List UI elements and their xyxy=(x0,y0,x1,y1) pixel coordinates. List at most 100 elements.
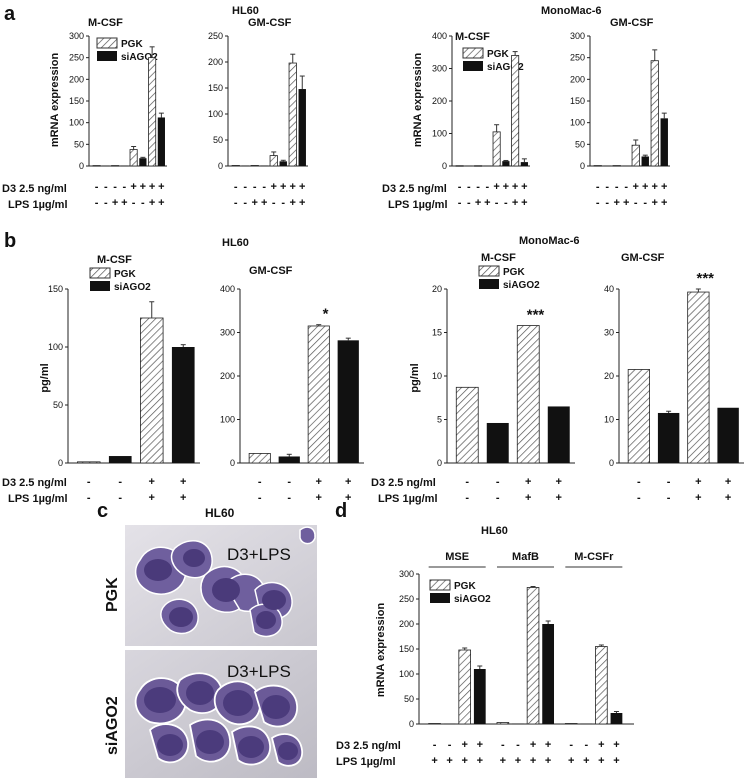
b4-title: GM-CSF xyxy=(621,252,665,264)
a2-lps-sign: - xyxy=(281,197,285,209)
a1-d3-sign: - xyxy=(95,181,99,193)
b4-ytick-label: 20 xyxy=(604,371,614,381)
a3-lps-sign: + xyxy=(475,197,481,209)
a2-bar-pgk-4 xyxy=(269,155,278,167)
a2-ytick-label: 100 xyxy=(208,109,223,119)
b1-d3-sign: - xyxy=(118,476,122,488)
b4-d3-sign: - xyxy=(637,476,641,488)
b1-ytick-label: 0 xyxy=(58,458,63,468)
b2-title: GM-CSF xyxy=(249,265,293,277)
a2-ytick-label: 150 xyxy=(208,83,223,93)
a4-d3-sign: - xyxy=(615,181,619,193)
b4-lps-sign: - xyxy=(637,492,641,504)
a-right-lps-label: LPS 1µg/ml xyxy=(388,199,448,211)
a3-ytick-label: 100 xyxy=(432,129,447,139)
panel-label-c: c xyxy=(97,500,108,522)
d1-legend-pgk-swatch xyxy=(429,579,451,591)
a3-legend-siago2: siAGO2 xyxy=(487,62,524,73)
d1-d3-sign: + xyxy=(530,739,536,751)
a3-d3-sign: + xyxy=(503,181,509,193)
a4-d3-sign: + xyxy=(652,181,658,193)
d1-ytick-label: 0 xyxy=(409,719,414,729)
d1-d3-sign: - xyxy=(569,739,573,751)
d-lps-label: LPS 1µg/ml xyxy=(336,756,396,768)
a1-d3-sign: - xyxy=(113,181,117,193)
a2-d3-sign: + xyxy=(280,181,286,193)
a1-lps-sign: + xyxy=(121,197,127,209)
a3-d3-sign: + xyxy=(512,181,518,193)
d1-d3-sign: + xyxy=(598,739,604,751)
b4-bar-siago2-1 xyxy=(657,412,680,463)
b1-legend-siago2: siAGO2 xyxy=(114,282,151,293)
b4-ytick-label: 30 xyxy=(604,328,614,338)
b3-ytick-label: 15 xyxy=(432,328,442,338)
a2-ytick-label: 250 xyxy=(208,31,223,41)
a1-d3-sign: + xyxy=(130,181,136,193)
b1-d3-sign: + xyxy=(180,476,186,488)
a3-bar-pgk-6 xyxy=(511,55,520,167)
panel-label-a: a xyxy=(4,3,16,25)
a3-bar-pgk-0 xyxy=(455,165,464,167)
b1-d3-sign: + xyxy=(149,476,155,488)
b4-bar-pgk-0 xyxy=(627,369,650,464)
a1-legend-pgk-swatch xyxy=(96,37,118,49)
micrograph-siago2 xyxy=(125,650,317,778)
a3-d3-sign: - xyxy=(458,181,462,193)
a1-lps-sign: + xyxy=(158,197,164,209)
b2-d3-sign: - xyxy=(258,476,262,488)
d1-d3-sign: + xyxy=(477,739,483,751)
b-right-d3-label: D3 2.5 ng/ml xyxy=(371,477,436,489)
d1-bar-siago2-11 xyxy=(610,713,623,724)
a3-lps-sign: - xyxy=(467,197,471,209)
a4-d3-sign: + xyxy=(661,181,667,193)
b2-lps-sign: - xyxy=(258,492,262,504)
a2-d3-sign: - xyxy=(234,181,238,193)
panel-c-title: HL60 xyxy=(205,506,235,520)
b3-lps-sign: + xyxy=(525,492,531,504)
d1-ytick-label: 200 xyxy=(399,619,414,629)
a1-lps-sign: + xyxy=(112,197,118,209)
b2-bar-pgk-0 xyxy=(248,453,271,464)
micrograph-overlay-pgk: D3+LPS xyxy=(227,545,291,564)
a4-ytick-label: 150 xyxy=(570,96,585,106)
a2-ytick-label: 0 xyxy=(218,161,223,171)
d1-ytick-label: 150 xyxy=(399,644,414,654)
b3-ytick-label: 5 xyxy=(437,415,442,425)
a1-d3-sign: + xyxy=(149,181,155,193)
a2-lps-sign: - xyxy=(234,197,238,209)
d1-lps-sign: + xyxy=(500,755,506,767)
d1-ytick-label: 250 xyxy=(399,594,414,604)
a3-d3-sign: - xyxy=(467,181,471,193)
b1-ylabel: pg/ml xyxy=(39,363,51,392)
b3-legend-siago2: siAGO2 xyxy=(503,280,540,291)
b2-bar-siago2-1 xyxy=(278,456,300,463)
a1-ytick-label: 300 xyxy=(69,31,84,41)
d1-ylabel: mRNA expression xyxy=(375,603,387,698)
b1-bar-siago2-3 xyxy=(171,347,195,463)
d1-d3-sign: - xyxy=(516,739,520,751)
b1-d3-sign: - xyxy=(87,476,91,488)
a1-title: M-CSF xyxy=(88,17,123,29)
d1-lps-sign: + xyxy=(530,755,536,767)
a2-lps-sign: - xyxy=(243,197,247,209)
b3-lps-sign: - xyxy=(496,492,500,504)
d1-bar-siago2-1 xyxy=(443,723,456,725)
d1-group-label-2: M-CSFr xyxy=(574,551,614,563)
a3-bar-siago2-5 xyxy=(502,161,510,166)
b2-d3-sign: - xyxy=(287,476,291,488)
a4-ytick-label: 100 xyxy=(570,118,585,128)
b4-d3-sign: - xyxy=(667,476,671,488)
d1-lps-sign: + xyxy=(446,755,452,767)
b4-ytick-label: 10 xyxy=(604,415,614,425)
d1-legend-pgk: PGK xyxy=(454,581,476,592)
panel-label-d: d xyxy=(335,500,347,522)
a3-ylabel: mRNA expression xyxy=(412,53,424,148)
b4-bar-pgk-2 xyxy=(687,291,710,464)
panel-b-left-title: HL60 xyxy=(222,237,249,249)
b4-significance: *** xyxy=(696,270,714,287)
d1-bar-siago2-7 xyxy=(542,624,555,724)
d1-legend-siago2: siAGO2 xyxy=(454,594,491,605)
a3-legend-pgk: PGK xyxy=(487,49,509,60)
